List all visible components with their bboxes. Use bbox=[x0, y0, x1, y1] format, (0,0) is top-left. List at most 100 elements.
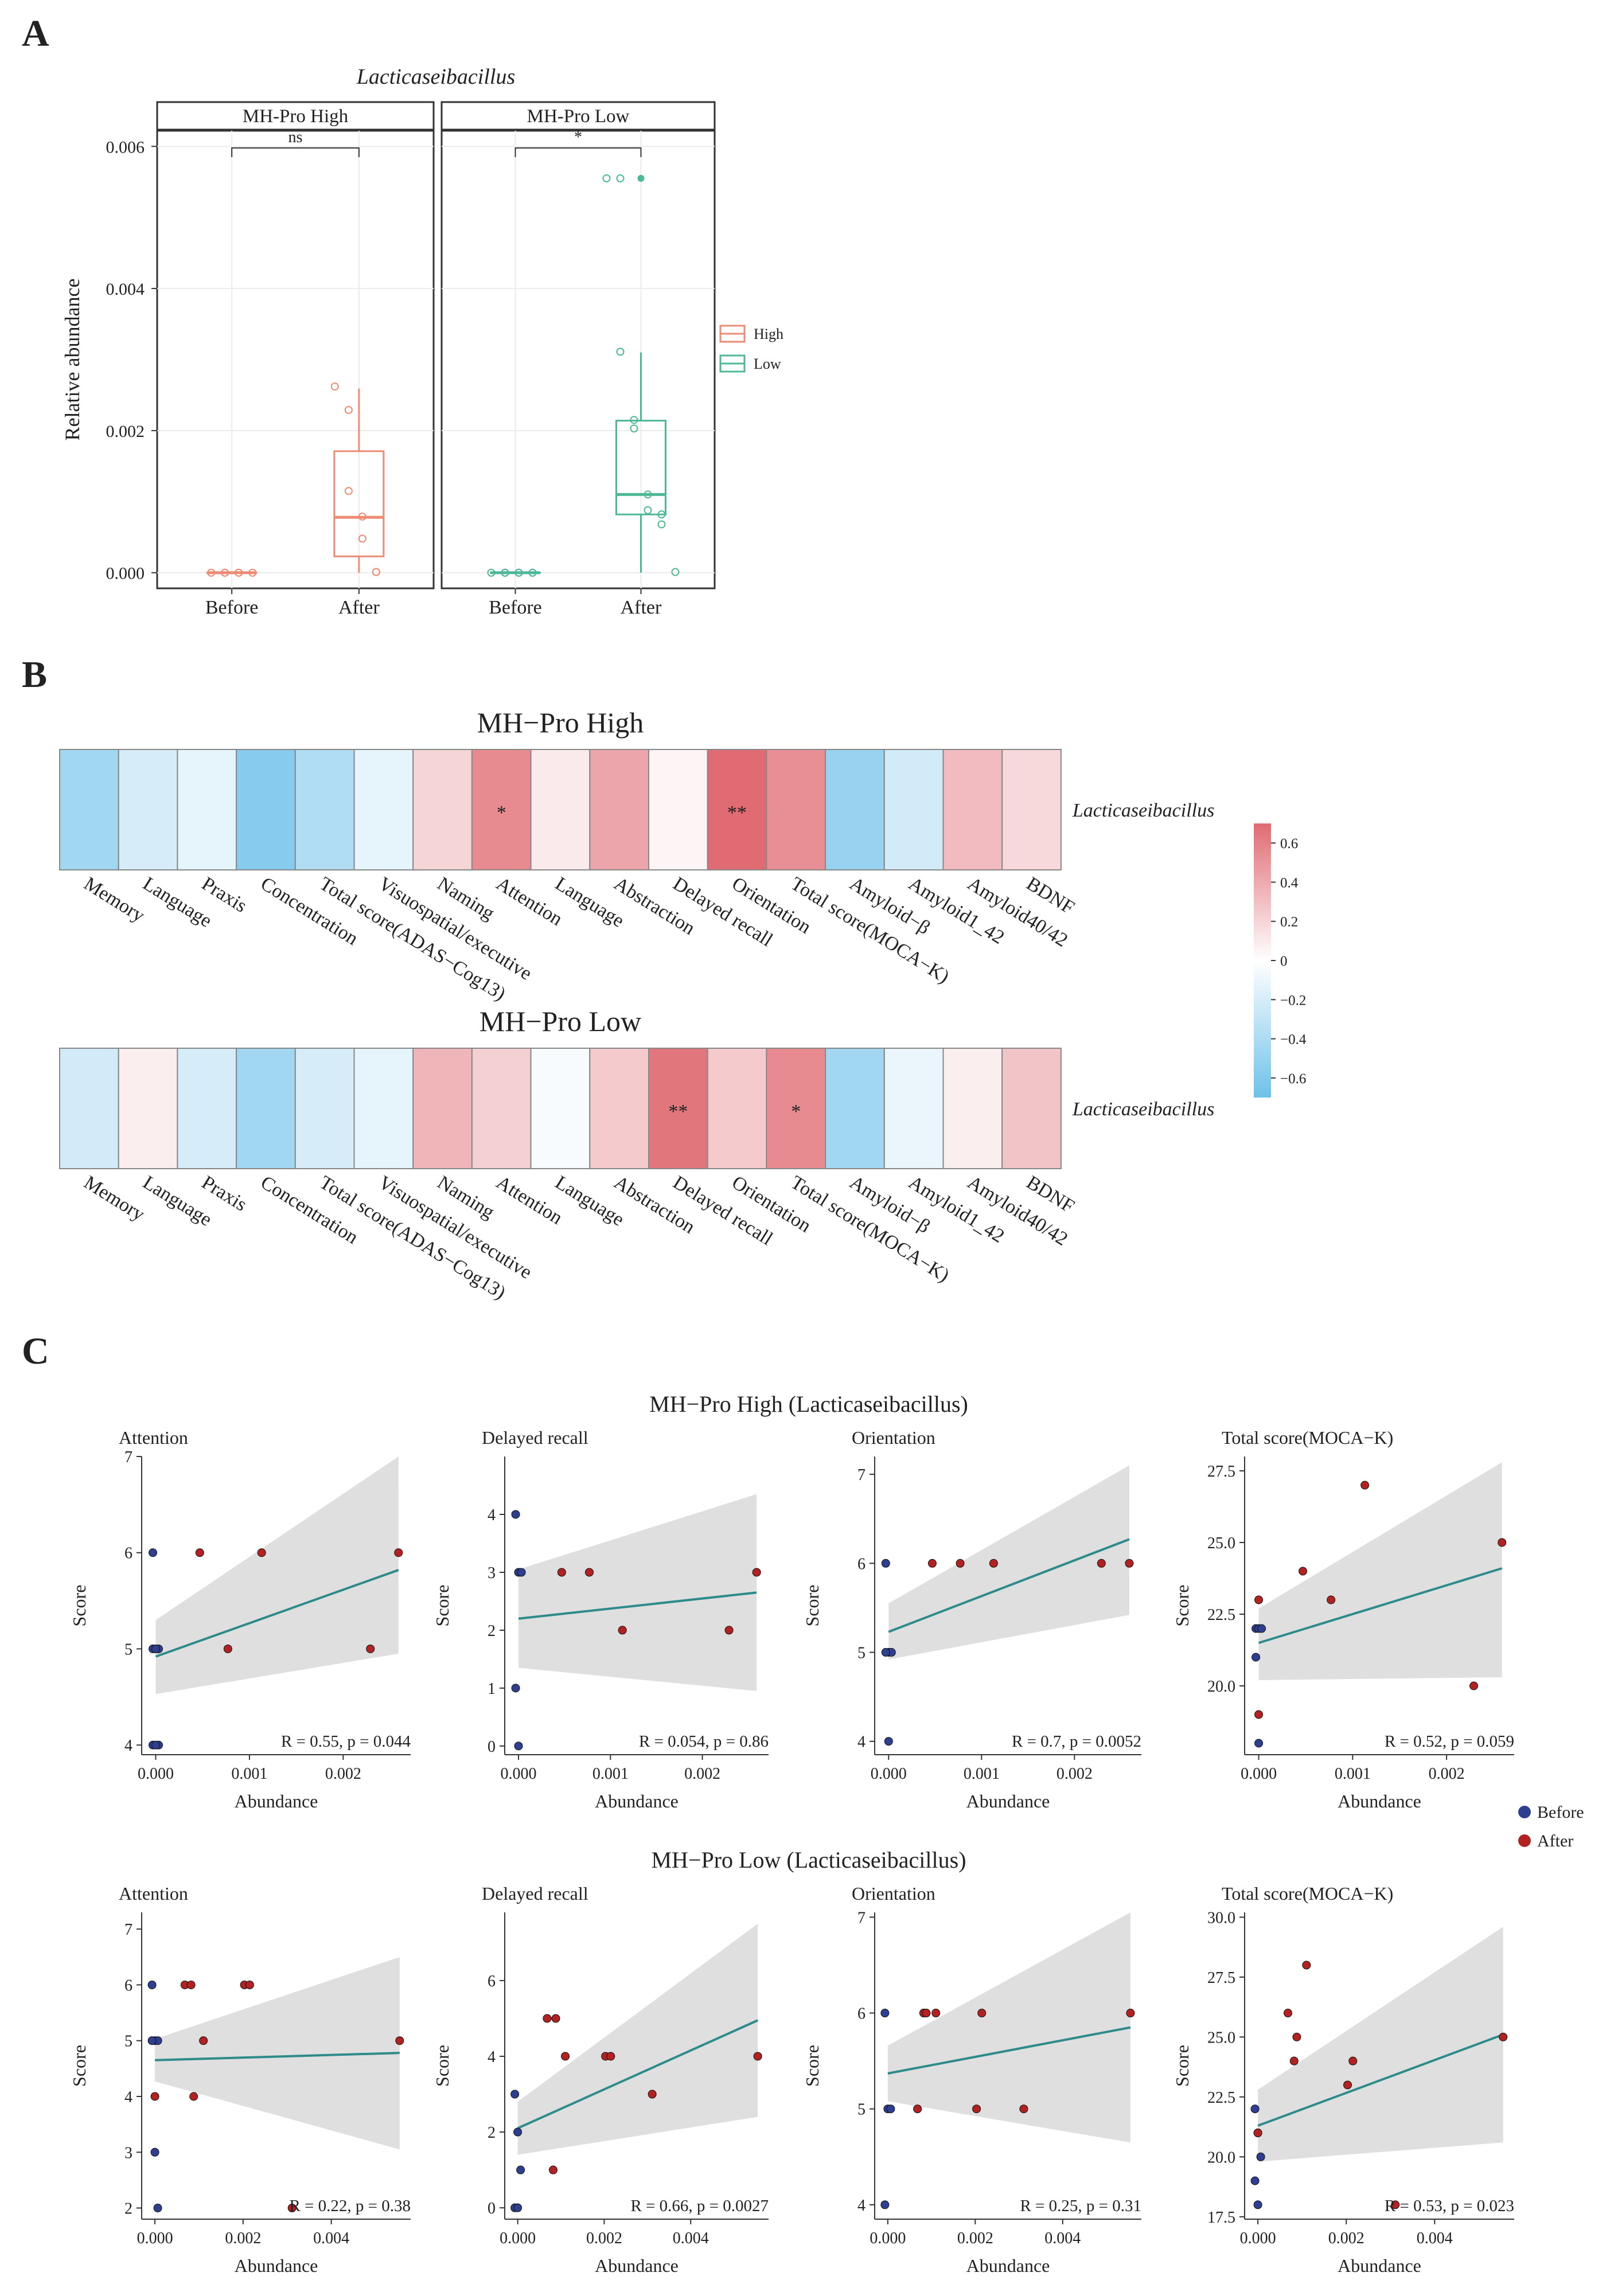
data-point bbox=[330, 382, 339, 391]
y-axis-label: Score bbox=[802, 1585, 822, 1627]
after-point bbox=[1343, 2080, 1352, 2090]
colorbar-tick-label: 0.6 bbox=[1280, 836, 1298, 852]
heatmap-column-label: Delayed recall bbox=[669, 1172, 777, 1249]
after-point bbox=[395, 2036, 404, 2045]
facet-frame bbox=[156, 130, 435, 589]
data-point bbox=[616, 174, 625, 183]
chart-title: Lacticaseibacillus bbox=[356, 65, 516, 89]
before-point bbox=[147, 2036, 157, 2045]
box-outlier bbox=[637, 175, 645, 182]
regression-line bbox=[517, 2019, 758, 2130]
y-tick-label: 22.5 bbox=[1207, 2089, 1235, 2107]
y-tick-label: 5 bbox=[857, 2101, 865, 2119]
before-point bbox=[1254, 1739, 1264, 1748]
y-tick-label: 0.000 bbox=[106, 564, 145, 583]
confidence-band bbox=[517, 1923, 758, 2155]
regression-line bbox=[1258, 1567, 1503, 1644]
after-point bbox=[972, 2104, 981, 2114]
after-point bbox=[606, 2052, 615, 2061]
legend-label: Before bbox=[1537, 1803, 1584, 1822]
x-axis-label: Abundance bbox=[1338, 2255, 1421, 2276]
y-tick-label: 5 bbox=[857, 1644, 865, 1662]
x-axis-label: Abundance bbox=[1338, 1791, 1421, 1811]
data-point bbox=[644, 506, 652, 514]
x-tick-label: 0.000 bbox=[1240, 2229, 1276, 2247]
colorbar-tick-label: −0.4 bbox=[1280, 1032, 1307, 1048]
after-point bbox=[648, 2090, 657, 2099]
colorbar-tick-label: −0.6 bbox=[1280, 1071, 1306, 1087]
data-point bbox=[616, 347, 625, 356]
panel-title: Delayed recall bbox=[482, 1883, 588, 1904]
heatmap-cell bbox=[177, 1048, 237, 1169]
before-point bbox=[514, 1741, 523, 1751]
heatmap-column-label: Amyloid40/42 bbox=[964, 1172, 1071, 1249]
heatmap-cell bbox=[707, 749, 767, 870]
y-tick-label: 6 bbox=[124, 1977, 132, 1994]
x-tick-label: 0.000 bbox=[500, 2229, 536, 2247]
after-point bbox=[922, 2009, 931, 2018]
heatmap-cell bbox=[353, 749, 414, 870]
after-point bbox=[1019, 2104, 1028, 2114]
x-tick-label: 0.004 bbox=[1044, 2229, 1081, 2247]
x-axis-label: Abundance bbox=[966, 1791, 1050, 1811]
after-point bbox=[394, 1548, 403, 1557]
data-point bbox=[657, 510, 666, 519]
stat-label: R = 0.52, p = 0.059 bbox=[1385, 1732, 1514, 1751]
heatmap-cell bbox=[530, 749, 591, 870]
after-point bbox=[1348, 2056, 1358, 2065]
before-point bbox=[153, 2204, 162, 2213]
heatmap-cell bbox=[883, 749, 944, 870]
y-axis-label: Relative abundance bbox=[61, 279, 84, 441]
before-point bbox=[513, 2127, 523, 2137]
significance-marker: ** bbox=[727, 802, 747, 823]
y-tick-label: 27.5 bbox=[1207, 1463, 1235, 1481]
stat-label: R = 0.55, p = 0.044 bbox=[281, 1732, 411, 1751]
confidence-band bbox=[155, 1957, 400, 2150]
data-point bbox=[630, 424, 638, 433]
y-axis-label: Score bbox=[1172, 1585, 1192, 1627]
x-tick-label: 0.001 bbox=[964, 1765, 1000, 1783]
y-axis-label: Score bbox=[432, 2045, 453, 2087]
y-tick-label: 2 bbox=[124, 2200, 132, 2218]
confidence-band bbox=[888, 1465, 1129, 1659]
heatmap-cell bbox=[1001, 749, 1062, 870]
significance-marker: ** bbox=[668, 1101, 688, 1122]
significance-marker: * bbox=[497, 802, 506, 823]
x-axis-label: Abundance bbox=[235, 1791, 318, 1811]
after-point bbox=[548, 2165, 557, 2174]
data-point bbox=[528, 568, 537, 577]
significance-bracket bbox=[231, 147, 360, 157]
row-title: MH−Pro Low (Lacticaseibacillus) bbox=[651, 1847, 966, 1873]
y-axis-label: Score bbox=[802, 2045, 822, 2087]
heatmap-cell bbox=[177, 749, 237, 870]
legend-label: Low bbox=[754, 356, 781, 372]
after-point bbox=[150, 2092, 159, 2101]
after-point bbox=[752, 1568, 761, 1577]
y-tick-label: 4 bbox=[857, 2197, 865, 2215]
before-point bbox=[1257, 1624, 1266, 1633]
before-point bbox=[150, 2147, 159, 2157]
legend-key bbox=[1518, 1834, 1531, 1847]
x-tick-label: After bbox=[621, 597, 662, 618]
x-tick-label: 0.004 bbox=[313, 2229, 349, 2247]
heatmap-cell bbox=[589, 749, 650, 870]
heatmap-cell bbox=[766, 1048, 826, 1169]
x-axis-label: Abundance bbox=[966, 2255, 1050, 2276]
before-point bbox=[880, 2200, 890, 2209]
before-point bbox=[511, 1510, 520, 1519]
x-tick-label: After bbox=[338, 597, 380, 618]
y-tick-label: 4 bbox=[857, 1733, 865, 1751]
after-point bbox=[1126, 2009, 1135, 2018]
legend-key bbox=[1518, 1806, 1531, 1818]
heatmap-cell bbox=[471, 749, 532, 870]
significance-label: * bbox=[574, 128, 582, 146]
after-point bbox=[366, 1644, 375, 1653]
regression-line bbox=[887, 2026, 1131, 2075]
after-point bbox=[1360, 1481, 1370, 1490]
x-tick-label: 0.000 bbox=[870, 2229, 906, 2247]
heatmap-column-label: Amyloid40/42 bbox=[964, 873, 1071, 951]
after-point bbox=[561, 2052, 570, 2061]
after-point bbox=[199, 2036, 208, 2045]
y-tick-label: 1 bbox=[488, 1680, 496, 1698]
